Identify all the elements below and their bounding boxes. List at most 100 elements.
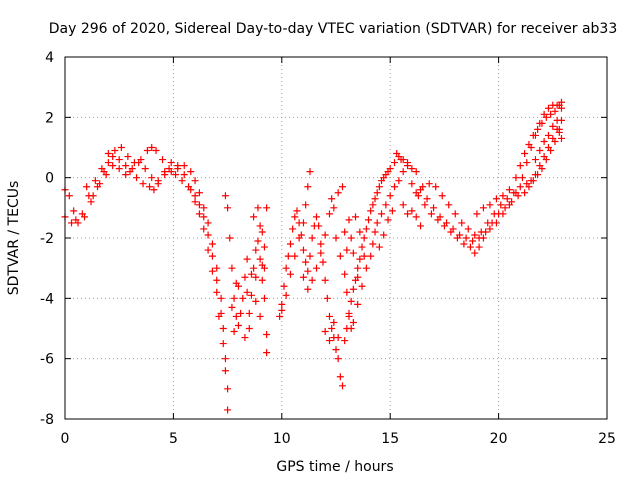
data-point (322, 328, 329, 335)
data-point (205, 219, 212, 226)
data-point (339, 183, 346, 190)
data-point (328, 325, 335, 332)
data-point (116, 165, 123, 172)
series-12 (473, 99, 565, 218)
data-point (313, 213, 320, 220)
data-point (322, 277, 329, 284)
data-point (495, 210, 502, 217)
data-point (200, 225, 207, 232)
data-point (417, 222, 424, 229)
data-point (424, 195, 431, 202)
data-point (140, 180, 147, 187)
data-point (343, 325, 350, 332)
data-point (222, 192, 229, 199)
data-point (376, 244, 383, 251)
data-point (300, 219, 307, 226)
data-point (209, 241, 216, 248)
data-point (261, 244, 268, 251)
data-point (122, 162, 129, 169)
data-point (534, 126, 541, 133)
data-point (430, 204, 437, 211)
data-point (341, 271, 348, 278)
data-point (209, 253, 216, 260)
data-point (224, 204, 231, 211)
data-point (517, 183, 524, 190)
data-point (400, 168, 407, 175)
data-point (343, 247, 350, 254)
x-tick-label: 0 (61, 431, 70, 447)
data-point (378, 210, 385, 217)
data-point (317, 241, 324, 248)
data-point (471, 250, 478, 257)
data-point (369, 241, 376, 248)
data-point (263, 331, 270, 338)
data-point (382, 201, 389, 208)
y-axis-label: SDTVAR / TECUs (6, 181, 22, 296)
data-point (333, 235, 340, 242)
data-point (205, 247, 212, 254)
data-point (309, 277, 316, 284)
data-point (111, 147, 118, 154)
data-point (391, 183, 398, 190)
data-point (159, 156, 166, 163)
y-tick-label: -2 (40, 231, 54, 247)
data-point (343, 289, 350, 296)
data-point (463, 235, 470, 242)
data-point (313, 265, 320, 272)
data-point (293, 207, 300, 214)
data-point (220, 340, 227, 347)
data-point (532, 156, 539, 163)
data-point (257, 256, 264, 263)
series-7 (341, 153, 420, 344)
data-point (231, 328, 238, 335)
data-point (367, 253, 374, 260)
data-point (350, 250, 357, 257)
data-point (244, 256, 251, 263)
data-point (317, 250, 324, 257)
data-point (467, 244, 474, 251)
data-point (285, 253, 292, 260)
data-point (205, 231, 212, 238)
data-point (309, 235, 316, 242)
data-point (372, 228, 379, 235)
data-point (333, 346, 340, 353)
data-point (218, 295, 225, 302)
data-point (339, 382, 346, 389)
data-point (367, 207, 374, 214)
data-point (241, 274, 248, 281)
data-point (354, 265, 361, 272)
data-point (541, 138, 548, 145)
data-point (374, 219, 381, 226)
data-point (181, 162, 188, 169)
data-point (350, 319, 357, 326)
sdtvar-chart: Day 296 of 2020, Sidereal Day-to-day VTE… (0, 0, 640, 480)
data-point (486, 201, 493, 208)
data-point (350, 286, 357, 293)
data-point (337, 373, 344, 380)
data-point (181, 171, 188, 178)
data-point (263, 349, 270, 356)
data-point (241, 334, 248, 341)
data-point (306, 253, 313, 260)
data-point (222, 355, 229, 362)
data-point (356, 228, 363, 235)
data-point (489, 219, 496, 226)
data-point (361, 235, 368, 242)
data-point (224, 406, 231, 413)
data-point (304, 183, 311, 190)
x-tick-label: 15 (381, 431, 399, 447)
data-point (213, 277, 220, 284)
data-point (300, 274, 307, 281)
data-point (359, 283, 366, 290)
data-point (400, 201, 407, 208)
data-point (428, 210, 435, 217)
data-point (246, 310, 253, 317)
data-point (519, 174, 526, 181)
x-tick-label: 5 (169, 431, 178, 447)
data-point (148, 174, 155, 181)
data-point (554, 117, 561, 124)
x-tick-label: 25 (598, 431, 616, 447)
data-point (445, 201, 452, 208)
data-point (239, 295, 246, 302)
data-point (315, 222, 322, 229)
